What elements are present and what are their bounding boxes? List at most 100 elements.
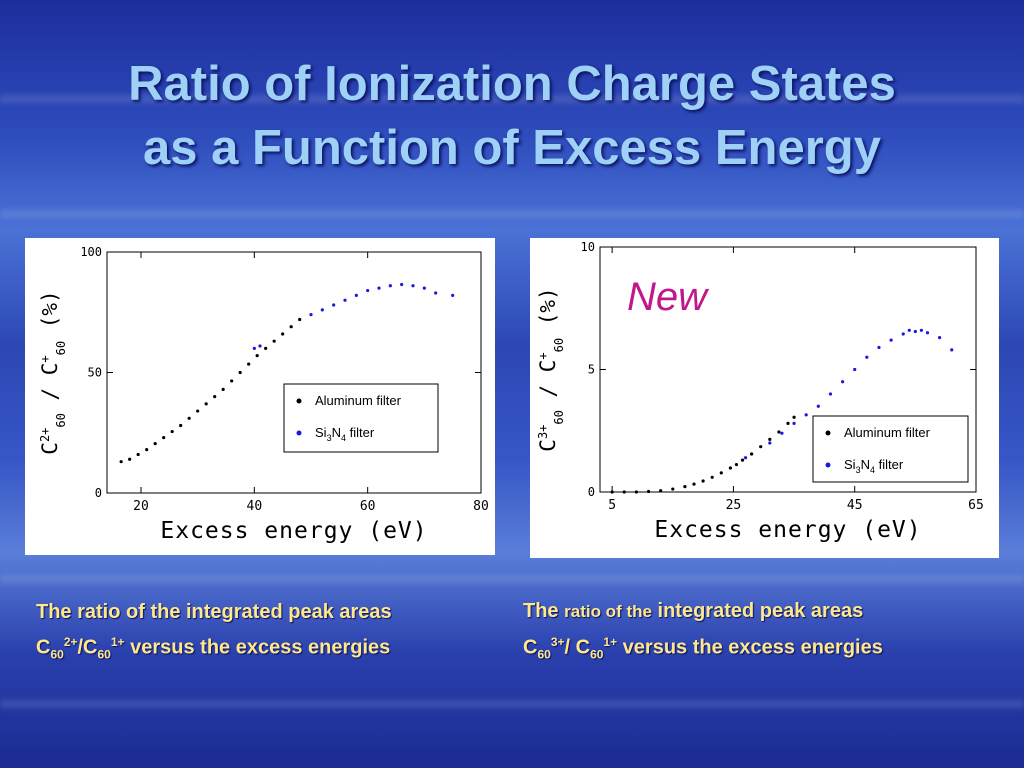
data-point-series-2 xyxy=(258,344,262,348)
data-point-series-1 xyxy=(187,416,191,420)
data-point-series-1 xyxy=(634,490,638,494)
data-point-series-1 xyxy=(238,370,242,375)
data-point-series-2 xyxy=(780,431,784,435)
data-point-series-1 xyxy=(298,317,302,322)
slide-title: Ratio of Ionization Charge States as a F… xyxy=(0,52,1024,180)
legend-label-aluminum: Aluminum filter xyxy=(315,393,402,408)
x-tick-label: 60 xyxy=(360,499,376,514)
chart-c60-2plus: 20 40 60 80 0 50 100 Excess energy (eV) C2+60 / … xyxy=(38,245,489,544)
data-point-series-1 xyxy=(646,489,651,494)
data-point-series-2 xyxy=(332,303,336,307)
data-point-series-2 xyxy=(950,348,954,352)
data-point-series-1 xyxy=(136,452,140,457)
data-point-series-1 xyxy=(153,441,157,446)
y-tick-label: 50 xyxy=(88,366,102,380)
data-point-series-2 xyxy=(743,456,748,460)
data-point-series-1 xyxy=(221,387,225,391)
data-point-series-1 xyxy=(145,448,149,452)
data-point-series-2 xyxy=(877,345,881,350)
legend-label-si3n4: Si3N4 filter xyxy=(844,457,904,475)
title-line-2: as a Function of Excess Energy xyxy=(143,121,881,175)
legend-box xyxy=(812,415,969,483)
data-point-series-1 xyxy=(671,487,675,491)
y-axis-label: C2+60 / C+60 (%) xyxy=(38,290,68,454)
data-point-series-1 xyxy=(692,482,696,486)
data-point-series-2 xyxy=(366,288,370,293)
data-point-series-2 xyxy=(434,291,438,295)
caption-left-rest: versus the excess energies xyxy=(124,636,391,659)
data-point-series-1 xyxy=(179,423,183,428)
data-point-series-2 xyxy=(388,284,392,288)
data-point-series-1 xyxy=(196,409,200,413)
legend-label-aluminum: Aluminum filter xyxy=(844,425,931,440)
data-point-series-1 xyxy=(264,346,268,350)
caption-right-sub2: 60 xyxy=(590,647,604,662)
y-tick-label: 100 xyxy=(80,245,102,259)
data-point-series-1 xyxy=(728,466,732,470)
data-point-series-1 xyxy=(204,402,208,406)
caption-right-sub1: 60 xyxy=(537,647,551,662)
data-point-series-1 xyxy=(719,471,723,475)
caption-left-c: C xyxy=(36,636,51,659)
data-point-series-2 xyxy=(451,293,455,297)
caption-right-the: The xyxy=(523,600,559,622)
data-point-series-1 xyxy=(750,452,754,456)
caption-right-integrated: integrated peak areas xyxy=(657,600,864,622)
chart-panel-c60-3plus: 5 25 45 65 0 5 10 Excess energy (eV) C3+60 / C+6… xyxy=(530,238,999,558)
new-annotation: New xyxy=(627,275,710,319)
data-point-series-1 xyxy=(622,490,626,494)
x-tick-label: 20 xyxy=(133,499,149,514)
data-point-series-1 xyxy=(162,435,166,440)
data-point-series-1 xyxy=(170,429,174,434)
data-point-series-2 xyxy=(309,313,313,317)
caption-left-line-1: The ratio of the integrated peak areas xyxy=(36,601,392,623)
data-point-series-2 xyxy=(938,336,942,340)
caption-right: The ratio of the integrated peak areas C… xyxy=(523,596,883,670)
caption-left-sup1: 2+ xyxy=(63,635,78,649)
caption-left-sup2: 1+ xyxy=(110,635,125,649)
data-point-series-2 xyxy=(865,355,869,359)
data-point-series-1 xyxy=(281,332,285,336)
data-point-series-1 xyxy=(213,395,217,399)
data-point-series-2 xyxy=(320,308,324,312)
data-point-series-1 xyxy=(768,437,772,441)
data-point-series-2 xyxy=(828,392,833,396)
data-point-series-2 xyxy=(919,328,924,332)
y-tick-label: 0 xyxy=(95,486,102,500)
legend-marker-si3n4 xyxy=(825,462,831,468)
y-tick-label: 5 xyxy=(588,363,595,377)
caption-left: The ratio of the integrated peak areas C… xyxy=(36,597,392,670)
y-axis-label: C3+60 / C+60 (%) xyxy=(536,287,566,451)
x-axis-label: Excess energy (eV) xyxy=(654,517,921,543)
data-point-series-2 xyxy=(804,413,808,417)
data-point-series-2 xyxy=(354,293,358,297)
data-point-series-2 xyxy=(252,346,256,350)
legend-marker-aluminum xyxy=(825,430,831,436)
legend-box xyxy=(283,383,439,453)
data-point-series-1 xyxy=(659,489,663,493)
x-tick-label: 40 xyxy=(247,499,263,514)
x-tick-label: 25 xyxy=(726,498,742,513)
data-point-series-2 xyxy=(907,328,911,332)
data-point-series-1 xyxy=(119,460,123,464)
data-point-series-2 xyxy=(853,367,857,372)
data-point-series-1 xyxy=(792,415,796,419)
chart-panel-c60-2plus: 20 40 60 80 0 50 100 Excess energy (eV) C2+60 / … xyxy=(25,238,495,555)
data-point-series-2 xyxy=(400,282,404,287)
caption-right-rest: versus the excess energies xyxy=(617,636,883,659)
legend-marker-aluminum xyxy=(296,398,302,404)
data-point-series-2 xyxy=(913,329,917,334)
caption-left-slash: /C xyxy=(77,636,98,659)
data-point-series-1 xyxy=(734,462,739,467)
caption-left-sub2: 60 xyxy=(97,647,111,662)
data-point-series-2 xyxy=(411,284,415,288)
data-point-series-2 xyxy=(840,380,845,384)
data-point-series-1 xyxy=(759,445,763,449)
x-tick-label: 5 xyxy=(608,498,616,513)
data-point-series-2 xyxy=(792,421,796,425)
data-point-series-2 xyxy=(925,331,930,335)
data-point-series-1 xyxy=(289,325,293,329)
y-tick-label: 10 xyxy=(581,240,595,254)
data-point-series-1 xyxy=(683,485,687,489)
